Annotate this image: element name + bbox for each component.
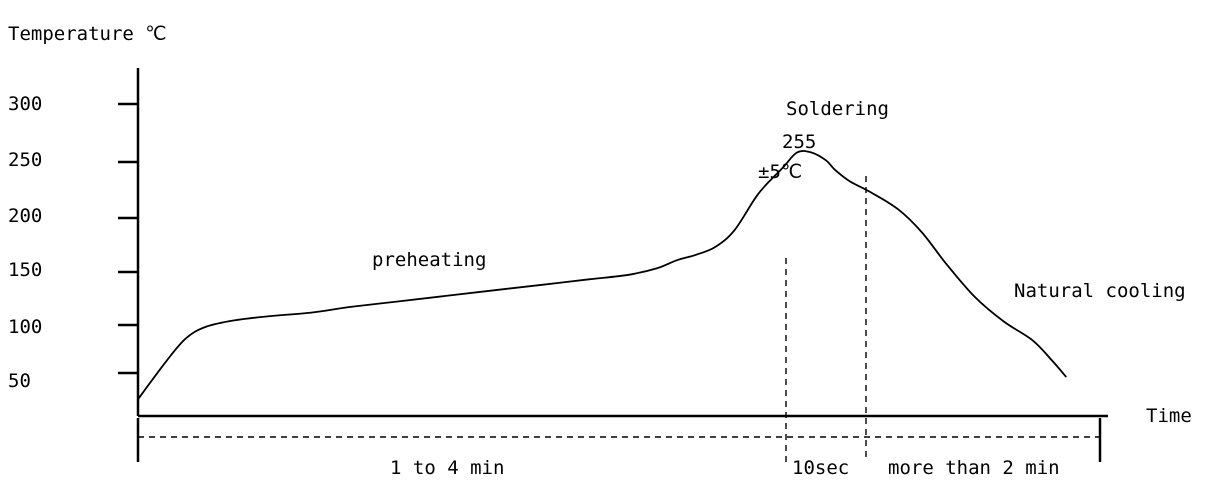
y-tick-label-200: 200 [8,205,42,227]
y-tick-label-150: 150 [8,259,42,281]
temperature-curve [137,150,1067,400]
y-tick-label-300: 300 [8,93,42,115]
cooling-label: Natural cooling [1014,280,1186,302]
phase-duration-preheating: 1 to 4 min [390,457,504,479]
phase-duration-cooling: more than 2 min [888,457,1060,479]
y-tick-label-250: 250 [8,149,42,171]
phase-duration-soldering: 10sec [792,457,849,479]
preheating-label: preheating [372,249,486,271]
soldering-tolerance-label: ±5℃ [758,161,802,183]
x-axis-title: Time [1146,405,1192,427]
y-tick-label-50: 50 [8,370,31,392]
soldering-label: Soldering [786,98,889,120]
y-tick-label-100: 100 [8,316,42,338]
soldering-temp-label: 255 [782,131,816,153]
y-axis-title: Temperature ℃ [8,23,167,45]
